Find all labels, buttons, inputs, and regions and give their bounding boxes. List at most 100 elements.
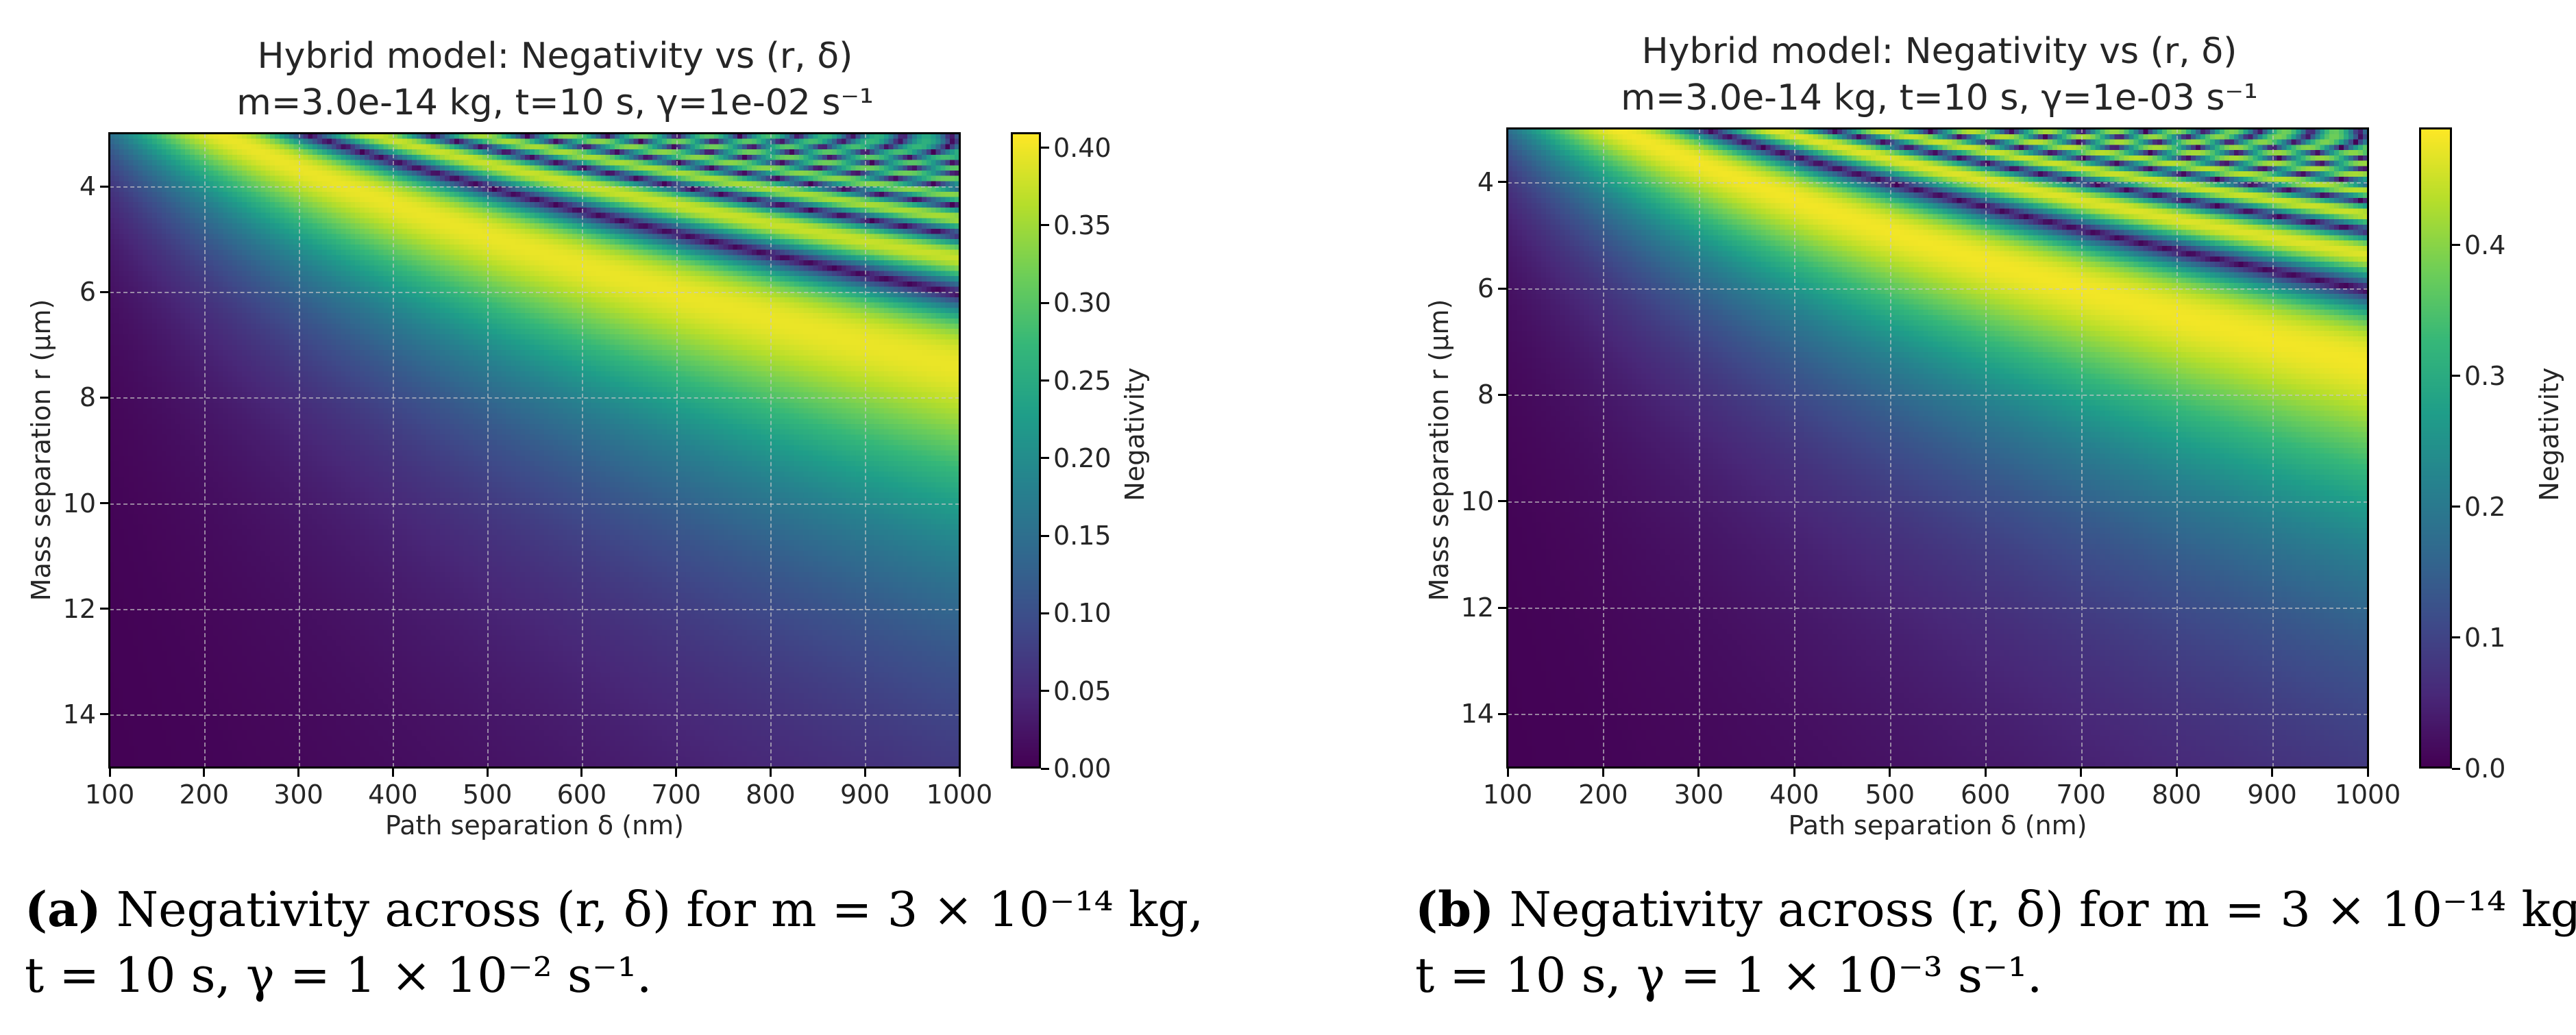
y-tick <box>100 608 110 610</box>
x-tick <box>958 767 961 777</box>
y-tick <box>100 396 110 399</box>
y-tick <box>100 290 110 293</box>
y-tick-label: 6 <box>79 277 96 308</box>
y-axis-label: Mass separation r (µm) <box>26 299 56 601</box>
y-tick-label: 12 <box>1460 593 1494 623</box>
caption-line-1: (a) Negativity across (r, δ) for m = 3 ×… <box>25 881 1204 938</box>
x-tick <box>675 767 678 777</box>
y-tick-label: 10 <box>1460 486 1494 516</box>
colorbar-tick <box>1041 224 1049 227</box>
chart-title: Hybrid model: Negativity vs (r, δ) <box>257 36 853 77</box>
x-tick-label: 900 <box>839 780 890 810</box>
caption: (a) Negativity across (r, δ) for m = 3 ×… <box>25 877 1203 1008</box>
y-tick-label: 14 <box>62 699 96 730</box>
heatmap-image <box>110 134 959 767</box>
x-tick-label: 400 <box>368 780 418 810</box>
x-axis-label: Path separation δ (nm) <box>1788 810 2087 840</box>
chart-panel-b: Hybrid model: Negativity vs (r, δ) m=3.0… <box>1398 0 2576 1035</box>
colorbar <box>1011 132 1041 769</box>
y-tick-label: 4 <box>1477 166 1494 197</box>
colorbar-tick-label: 0.1 <box>2464 622 2506 653</box>
caption-label: (b) <box>1415 881 1495 938</box>
x-tick-label: 900 <box>2247 780 2297 810</box>
colorbar-tick-label: 0.0 <box>2464 753 2506 784</box>
colorbar-tick-label: 0.05 <box>1053 675 1112 706</box>
colorbar-tick-label: 0.2 <box>2464 491 2506 522</box>
y-tick <box>1498 500 1508 503</box>
chart-panel-a: Hybrid model: Negativity vs (r, δ) m=3.0… <box>25 36 1203 1008</box>
x-tick-label: 400 <box>1769 780 1819 810</box>
y-tick <box>1498 181 1508 184</box>
colorbar-tick-label: 0.3 <box>2464 360 2506 391</box>
x-tick-label: 100 <box>84 780 135 810</box>
x-tick-label: 500 <box>462 780 513 810</box>
x-tick <box>203 767 206 777</box>
y-tick <box>1498 393 1508 396</box>
x-tick <box>1697 767 1700 777</box>
caption-line-2: t = 10 s, γ = 1 × 10⁻³ s⁻¹. <box>1415 947 2043 1003</box>
colorbar-tick <box>1041 379 1049 382</box>
colorbar-tick <box>2452 244 2460 247</box>
x-tick <box>1793 767 1795 777</box>
x-tick-label: 300 <box>1673 780 1724 810</box>
colorbar-tick-label: 0.15 <box>1053 521 1112 551</box>
x-tick-label: 700 <box>651 780 701 810</box>
x-tick <box>2366 767 2369 777</box>
x-tick-label: 800 <box>746 780 796 810</box>
colorbar-tick-label: 0.35 <box>1053 210 1112 240</box>
colorbar-tick <box>1041 612 1049 614</box>
x-tick-label: 700 <box>2056 780 2106 810</box>
x-tick-label: 800 <box>2151 780 2202 810</box>
colorbar-tick <box>1041 767 1049 770</box>
y-tick <box>100 713 110 716</box>
x-tick <box>486 767 489 777</box>
y-tick-label: 4 <box>79 171 96 202</box>
x-tick <box>2080 767 2083 777</box>
chart-subtitle: m=3.0e-14 kg, t=10 s, γ=1e-02 s⁻¹ <box>236 82 874 123</box>
colorbar-tick-label: 0.25 <box>1053 365 1112 396</box>
y-tick-label: 8 <box>1477 379 1494 410</box>
x-tick <box>1984 767 1987 777</box>
colorbar-tick-label: 0.40 <box>1053 132 1112 163</box>
heatmap-image <box>1508 129 2368 767</box>
colorbar-label: Negativity <box>1120 367 1150 501</box>
y-tick-label: 14 <box>1460 699 1494 730</box>
colorbar-tick <box>1041 457 1049 460</box>
colorbar-tick-label: 0.20 <box>1053 442 1112 473</box>
x-tick <box>297 767 300 777</box>
y-tick-label: 12 <box>62 593 96 624</box>
x-tick-label: 500 <box>1865 780 1915 810</box>
x-tick-label: 300 <box>273 780 323 810</box>
x-tick-label: 100 <box>1482 780 1533 810</box>
x-tick-label: 600 <box>1960 780 2011 810</box>
x-tick <box>863 767 866 777</box>
colorbar-tick-label: 0.10 <box>1053 598 1112 629</box>
x-tick <box>2271 767 2274 777</box>
y-tick <box>100 185 110 188</box>
colorbar-tick <box>2452 506 2460 508</box>
y-axis-label: Mass separation r (µm) <box>1424 299 1454 601</box>
colorbar-label: Negativity <box>2534 367 2564 501</box>
colorbar-tick <box>1041 534 1049 537</box>
caption-line-1: (b) Negativity across (r, δ) for m = 3 ×… <box>1415 881 2576 938</box>
colorbar-tick-label: 0.4 <box>2464 229 2506 260</box>
chart-subtitle: m=3.0e-14 kg, t=10 s, γ=1e-03 s⁻¹ <box>1621 77 2258 119</box>
y-tick-label: 6 <box>1477 273 1494 303</box>
colorbar-tick <box>1041 147 1049 149</box>
caption-line-2: t = 10 s, γ = 1 × 10⁻² s⁻¹. <box>25 947 652 1003</box>
x-tick-label: 200 <box>1578 780 1628 810</box>
x-tick <box>1889 767 1891 777</box>
x-tick <box>580 767 583 777</box>
x-tick <box>769 767 772 777</box>
x-tick <box>108 767 111 777</box>
colorbar-tick <box>1041 301 1049 304</box>
colorbar <box>2419 127 2452 769</box>
colorbar-tick <box>2452 636 2460 639</box>
x-tick <box>2175 767 2178 777</box>
colorbar-tick <box>2452 375 2460 377</box>
x-tick-label: 1000 <box>926 780 993 810</box>
x-tick-label: 600 <box>556 780 607 810</box>
x-axis-label: Path separation δ (nm) <box>385 810 684 840</box>
y-tick <box>100 502 110 505</box>
y-tick-label: 10 <box>62 488 96 519</box>
